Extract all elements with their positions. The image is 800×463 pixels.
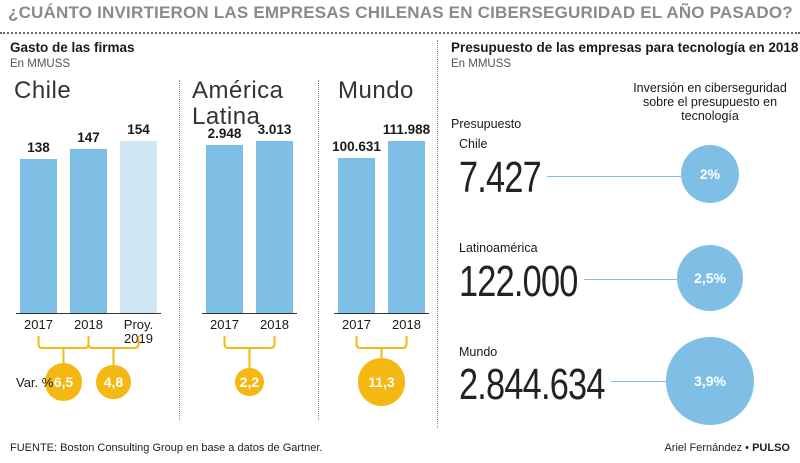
credit: Ariel Fernández • PULSO [664, 442, 790, 454]
divider-latam-world [318, 80, 319, 420]
latam-baseline [202, 313, 297, 314]
author-name: Ariel Fernández [664, 442, 743, 454]
budget-connector-line [610, 381, 667, 382]
world-bar [338, 158, 375, 313]
chile-region-title: Chile [14, 77, 72, 104]
chile-year-label: 2018 [74, 317, 103, 332]
budget-region-label: Mundo [459, 345, 498, 359]
divider-left-right [437, 40, 438, 428]
latam-bar [206, 144, 243, 313]
share-circle: 3,9% [666, 337, 754, 425]
left-section-unit: En MMUSS [10, 58, 71, 70]
title-divider [0, 32, 800, 34]
latam-year-label: 2017 [210, 317, 239, 332]
divider-chile-latam [179, 80, 180, 420]
latam-variation-bracket [223, 336, 276, 368]
world-bar-value: 100.631 [332, 139, 381, 155]
world-region-title: Mundo [338, 77, 414, 104]
chile-bar [20, 158, 57, 313]
share-column-header: Inversión en ciberseguridad sobre el pre… [633, 81, 787, 123]
chile-variation-circle: 4,8 [96, 364, 131, 400]
world-baseline [334, 313, 429, 314]
chile-baseline [16, 313, 161, 314]
latam-bar-value: 2.948 [207, 125, 242, 141]
right-section-title: Presupuesto de las empresas para tecnolo… [451, 40, 799, 55]
budget-region-label: Latinoamérica [459, 241, 538, 255]
budget-connector-line [546, 176, 681, 177]
latam-bar-value: 3.013 [257, 122, 292, 137]
world-bar-value: 111.988 [382, 122, 431, 137]
world-year-label: 2017 [342, 317, 371, 332]
chile-variation-bracket [37, 336, 90, 364]
latam-bar [256, 141, 293, 313]
left-section-title: Gasto de las firmas [10, 40, 135, 55]
world-bar [388, 141, 425, 313]
infographic-title: ¿CUÁNTO INVIRTIERON LAS EMPRESAS CHILENA… [8, 3, 793, 22]
budget-column-header: Presupuesto [451, 117, 522, 131]
world-year-label: 2018 [392, 317, 421, 332]
budget-value: 122.000 [459, 257, 578, 306]
share-circle: 2% [680, 144, 740, 204]
chile-variation-circle: 6,5 [44, 363, 83, 401]
right-section-unit: En MMUSS [451, 58, 512, 70]
latam-region-title: América Latina [192, 77, 284, 130]
latam-year-label: 2018 [260, 317, 289, 332]
world-variation-circle: 11,3 [357, 358, 406, 406]
share-circle: 2,5% [677, 245, 743, 311]
budget-value: 2.844.634 [459, 360, 605, 409]
chile-bar [70, 148, 107, 313]
chile-variation-bracket [87, 336, 140, 365]
world-variation-bracket [355, 336, 408, 359]
variation-label: Var. % [16, 375, 54, 390]
source-note: FUENTE: Boston Consulting Group en base … [10, 442, 323, 454]
brand-name: PULSO [752, 442, 790, 454]
chile-year-label: 2017 [24, 317, 53, 332]
budget-connector-line [583, 279, 677, 280]
chile-bar-value: 147 [77, 129, 100, 145]
chile-bar [120, 141, 157, 313]
budget-region-label: Chile [459, 137, 488, 151]
chile-bar-value: 154 [127, 122, 150, 137]
budget-value: 7.427 [459, 153, 542, 202]
latam-variation-circle: 2,2 [235, 367, 264, 397]
chile-bar-value: 138 [27, 139, 50, 155]
